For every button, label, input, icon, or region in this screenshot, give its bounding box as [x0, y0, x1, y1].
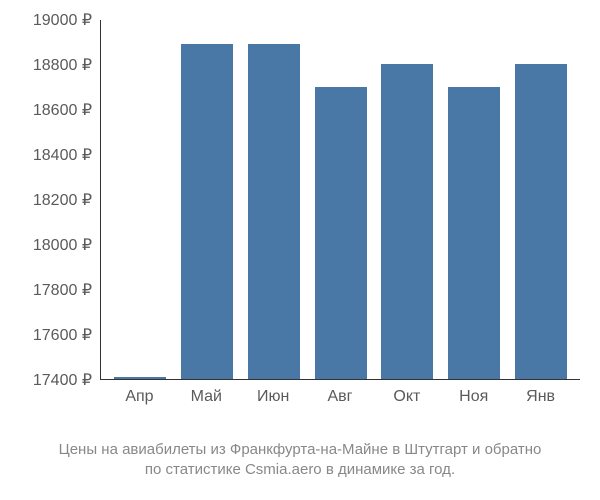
bar-slot — [307, 20, 374, 379]
x-tick-label: Ноя — [440, 388, 507, 406]
chart-caption: Цены на авиабилеты из Франкфурта-на-Майн… — [0, 440, 600, 481]
y-tick-label: 18600 ₽ — [33, 100, 92, 120]
y-tick-label: 19000 ₽ — [33, 10, 92, 30]
y-axis: 17400 ₽17600 ₽17800 ₽18000 ₽18200 ₽18400… — [0, 20, 100, 380]
x-tick-label: Окт — [373, 388, 440, 406]
plot-area — [100, 20, 580, 380]
bar — [381, 64, 433, 379]
bar — [181, 44, 233, 379]
y-tick-label: 18400 ₽ — [33, 145, 92, 165]
bar — [448, 87, 500, 380]
bar-slot — [507, 20, 574, 379]
x-tick-label: Апр — [106, 388, 173, 406]
y-tick-label: 17800 ₽ — [33, 280, 92, 300]
y-tick-label: 17400 ₽ — [33, 370, 92, 390]
caption-line-1: Цены на авиабилеты из Франкфурта-на-Майн… — [0, 440, 600, 460]
bar-slot — [174, 20, 241, 379]
bar — [114, 377, 166, 379]
y-tick-label: 18000 ₽ — [33, 235, 92, 255]
x-tick-label: Авг — [307, 388, 374, 406]
bar — [248, 44, 300, 379]
x-tick-label: Май — [173, 388, 240, 406]
bars-group — [101, 20, 580, 379]
price-bar-chart: 17400 ₽ 17600 ₽ 17800 ₽ 18000 ₽ 18200 ₽ 18400… — [0, 20, 600, 420]
x-tick-label: Янв — [507, 388, 574, 406]
bar-slot — [441, 20, 508, 379]
x-axis: АпрМайИюнАвгОктНояЯнв — [100, 388, 580, 406]
bar-slot — [374, 20, 441, 379]
y-tick-label: 18200 ₽ — [33, 190, 92, 210]
bar-slot — [240, 20, 307, 379]
bar — [515, 64, 567, 379]
y-tick-label: 18800 ₽ — [33, 55, 92, 75]
y-tick-label: 17600 ₽ — [33, 325, 92, 345]
bar-slot — [107, 20, 174, 379]
caption-line-2: по статистике Csmia.aero в динамике за г… — [0, 460, 600, 480]
bar — [315, 87, 367, 380]
x-tick-label: Июн — [240, 388, 307, 406]
